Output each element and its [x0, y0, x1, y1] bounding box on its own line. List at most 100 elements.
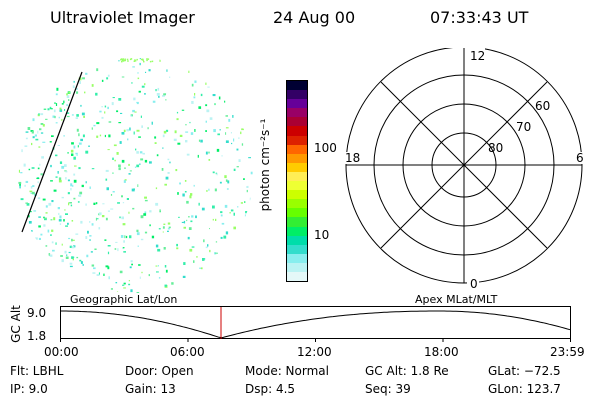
speckle	[149, 224, 151, 227]
speckle	[63, 100, 65, 104]
speckle	[183, 220, 186, 224]
speckle	[39, 163, 41, 166]
speckle	[126, 129, 129, 132]
speckle	[198, 106, 202, 109]
speckle	[220, 236, 223, 239]
speckle	[48, 253, 51, 257]
speckle	[56, 87, 59, 91]
speckle	[176, 111, 179, 114]
speckle	[221, 222, 225, 225]
speckle	[197, 154, 199, 158]
speckle	[20, 172, 23, 174]
speckle	[34, 134, 37, 137]
colorbar-segment	[287, 162, 307, 172]
speckle	[19, 185, 21, 189]
polar-diagonal-2	[380, 81, 548, 249]
speckle	[182, 193, 185, 197]
speckle	[163, 247, 166, 250]
speckle	[200, 139, 203, 143]
speckle	[163, 130, 167, 134]
speckle	[118, 164, 121, 167]
speckle	[134, 111, 137, 113]
speckle	[133, 60, 136, 62]
speckle	[140, 115, 142, 118]
speckle	[130, 58, 133, 60]
speckle	[156, 271, 159, 273]
speckle	[99, 110, 102, 113]
speckle	[45, 212, 48, 214]
imager-disk	[18, 58, 253, 293]
speckle	[144, 196, 147, 199]
speckle	[161, 168, 164, 171]
apex-mlat-mlt-title: Apex MLat/MLT	[415, 293, 498, 306]
speckle	[241, 128, 244, 131]
speckle	[138, 90, 141, 93]
speckle	[157, 265, 159, 267]
speckle	[190, 132, 194, 135]
speckle	[212, 171, 215, 174]
speckle	[238, 137, 240, 139]
speckle	[181, 221, 184, 223]
speckle	[225, 140, 229, 143]
colorbar-segment	[287, 271, 307, 282]
speckle	[223, 235, 227, 239]
speckle	[40, 123, 44, 125]
speckle	[96, 274, 100, 276]
speckle	[31, 130, 34, 134]
speckle	[125, 235, 128, 239]
speckle	[119, 216, 121, 219]
speckle	[43, 216, 45, 219]
speckle	[249, 197, 251, 201]
speckle	[61, 165, 65, 169]
speckle	[25, 202, 28, 204]
speckle	[126, 58, 129, 61]
speckle	[233, 168, 236, 171]
speckle	[87, 230, 89, 234]
speckle	[199, 267, 202, 269]
speckle	[114, 159, 116, 162]
speckle	[77, 145, 79, 148]
speckle	[194, 93, 196, 96]
speckle	[85, 150, 89, 154]
speckle	[50, 219, 53, 221]
speckle	[65, 177, 67, 180]
speckle	[115, 282, 118, 284]
speckle	[83, 115, 85, 118]
colorbar-segment	[287, 135, 307, 145]
speckle	[228, 118, 231, 122]
speckle	[135, 148, 137, 151]
speckle	[186, 153, 190, 156]
speckle	[96, 218, 99, 220]
speckle	[140, 58, 143, 61]
speckle	[231, 142, 233, 145]
door-info: Door: Open	[125, 364, 194, 378]
speckle	[107, 210, 110, 212]
speckle	[69, 245, 73, 248]
speckle	[191, 246, 195, 248]
speckle	[168, 226, 171, 229]
speckle	[154, 142, 157, 144]
speckle	[193, 260, 195, 263]
speckle	[65, 225, 68, 227]
speckle	[103, 273, 105, 276]
speckle	[66, 104, 69, 106]
speckle	[55, 154, 58, 157]
speckle	[162, 95, 165, 97]
speckle	[112, 191, 115, 193]
speckle	[38, 146, 41, 148]
speckle	[31, 167, 35, 169]
speckle	[88, 145, 90, 147]
speckle	[205, 130, 207, 132]
speckle	[140, 158, 144, 161]
speckle	[25, 137, 28, 140]
colorbar-segment	[287, 217, 307, 227]
glat-info: GLat: −72.5	[488, 364, 561, 378]
speckle	[107, 106, 109, 110]
speckle	[142, 152, 145, 155]
speckle	[233, 212, 235, 216]
speckle	[112, 157, 114, 160]
speckle	[152, 100, 156, 103]
speckle	[129, 170, 132, 172]
speckle	[184, 180, 187, 182]
speckle	[198, 139, 201, 142]
